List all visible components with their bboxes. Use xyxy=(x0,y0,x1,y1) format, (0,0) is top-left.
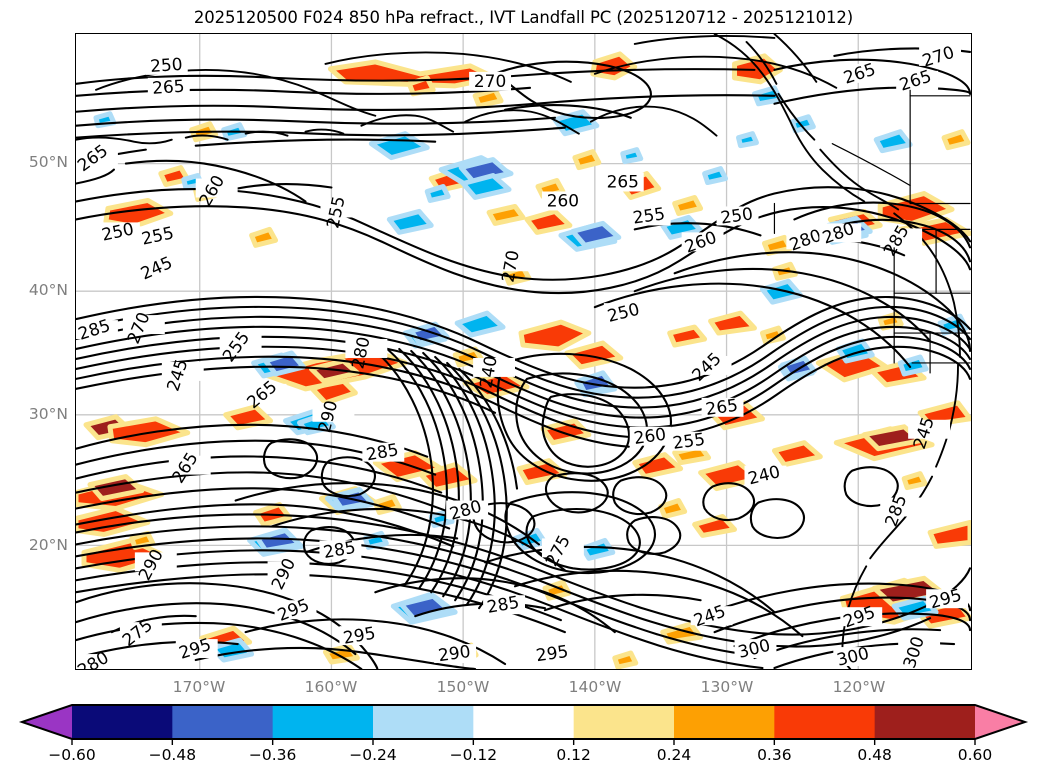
colorbar-tick-label: 0.60 xyxy=(957,746,993,764)
svg-text:245: 245 xyxy=(138,252,176,283)
colorbar-over-arrow[interactable] xyxy=(975,705,1025,739)
y-tick-20n: 20°N xyxy=(28,536,68,554)
x-tick-130w: 130°W xyxy=(700,678,754,696)
page-title: 2025120500 F024 850 hPa refract., IVT La… xyxy=(193,8,854,27)
colorbar-tick-label: −0.36 xyxy=(248,746,297,764)
svg-text:265: 265 xyxy=(76,140,111,175)
svg-text:265: 265 xyxy=(841,59,878,88)
map-axes[interactable]: 250 265 270 270 265 265 265 260 265 260 … xyxy=(75,33,972,670)
svg-text:280: 280 xyxy=(787,225,824,255)
map-svg: 250 265 270 270 265 265 265 260 265 260 … xyxy=(76,34,971,669)
y-tick-40n: 40°N xyxy=(28,281,68,299)
colorbar-tick-label: −0.12 xyxy=(449,746,498,764)
colorbar-cell[interactable] xyxy=(272,705,374,739)
colorbar-outline xyxy=(18,704,1029,740)
colorbar-cells[interactable] xyxy=(22,705,1025,739)
map-plot-area: 250 265 270 270 265 265 265 260 265 260 … xyxy=(76,34,971,669)
contour-labels: 250 265 270 270 265 265 265 260 265 260 … xyxy=(76,42,969,669)
svg-text:285: 285 xyxy=(76,315,113,344)
colorbar-tick-label: 0.24 xyxy=(656,746,692,764)
svg-text:295: 295 xyxy=(176,634,213,663)
colorbar-tick-label: 0.36 xyxy=(757,746,792,764)
svg-text:265: 265 xyxy=(152,76,186,98)
colorbar-swatches[interactable] xyxy=(0,700,1047,745)
colorbar-cell[interactable] xyxy=(674,705,775,739)
x-tick-160w: 160°W xyxy=(304,678,358,696)
colorbar-cell[interactable] xyxy=(874,705,976,739)
svg-text:265: 265 xyxy=(607,172,639,192)
svg-text:260: 260 xyxy=(632,424,667,448)
x-tick-120w: 120°W xyxy=(832,678,886,696)
colorbar-cell[interactable] xyxy=(473,705,575,739)
svg-text:270: 270 xyxy=(474,71,506,91)
colorbar-cell[interactable] xyxy=(172,705,274,739)
svg-text:300: 300 xyxy=(899,634,928,669)
svg-text:265: 265 xyxy=(704,395,739,419)
colorbar-cell[interactable] xyxy=(72,705,173,739)
colorbar-tick-label: 0.48 xyxy=(857,746,892,764)
x-tick-140w: 140°W xyxy=(568,678,622,696)
colorbar-under-arrow[interactable] xyxy=(22,705,72,739)
x-tick-150w: 150°W xyxy=(436,678,490,696)
svg-text:255: 255 xyxy=(631,203,666,227)
y-tick-30n: 30°N xyxy=(28,405,68,423)
colorbar-tick-label: −0.48 xyxy=(148,746,197,764)
colorbar-tick-label: −0.24 xyxy=(349,746,397,764)
colorbar[interactable]: −0.60 −0.48 −0.36 −0.24 −0.12 0.12 0.24 0.36 0.4… xyxy=(0,700,1047,765)
svg-text:255: 255 xyxy=(671,429,706,453)
svg-text:250: 250 xyxy=(150,54,184,76)
colorbar-tick-label: 0.12 xyxy=(556,746,591,764)
svg-text:250: 250 xyxy=(719,203,754,227)
colorbar-tick-label: −0.60 xyxy=(48,746,96,764)
y-tick-50n: 50°N xyxy=(28,153,68,171)
svg-text:280: 280 xyxy=(820,218,857,248)
colorbar-cell[interactable] xyxy=(774,705,876,739)
colorbar-cell[interactable] xyxy=(573,705,675,739)
svg-text:290: 290 xyxy=(437,641,472,665)
svg-text:265: 265 xyxy=(897,66,934,95)
x-tick-170w: 170°W xyxy=(172,678,226,696)
svg-text:260: 260 xyxy=(547,190,579,210)
svg-text:295: 295 xyxy=(535,641,570,665)
colorbar-cell[interactable] xyxy=(373,705,474,739)
svg-text:255: 255 xyxy=(218,328,253,366)
svg-text:285: 285 xyxy=(881,492,911,529)
svg-text:245: 245 xyxy=(691,601,728,631)
